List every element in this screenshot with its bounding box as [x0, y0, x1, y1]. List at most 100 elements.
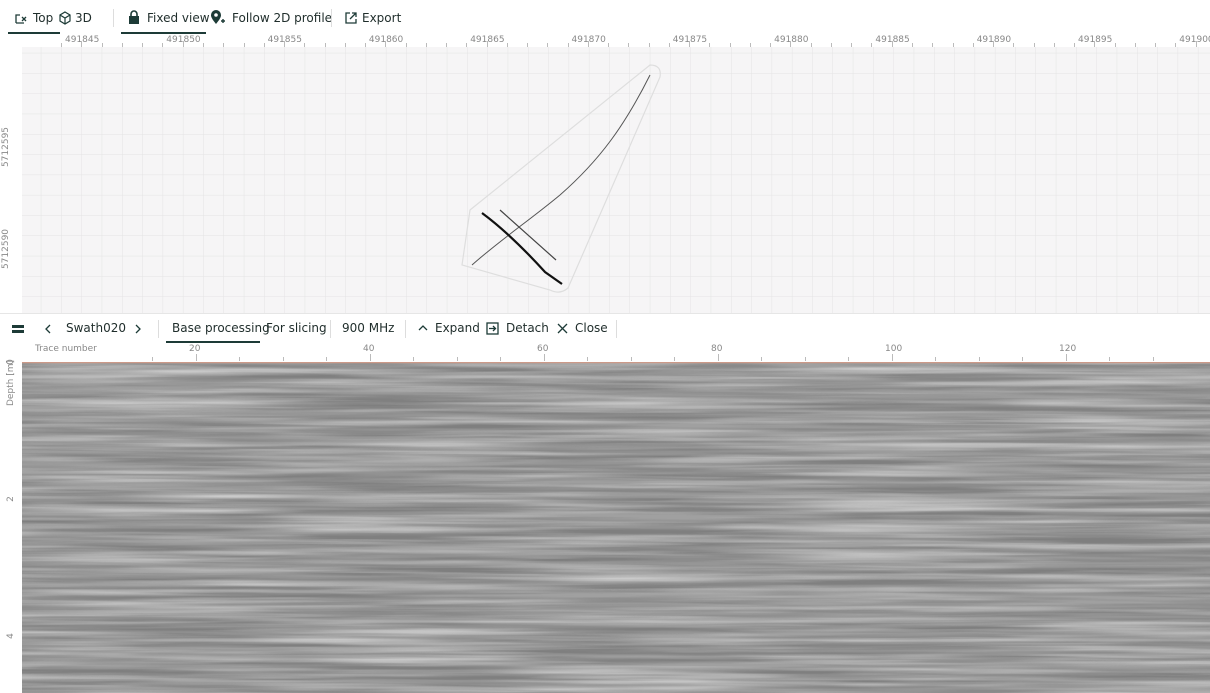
- separator: [405, 320, 406, 338]
- tick-mark: [183, 41, 184, 47]
- y-axis-label: Depth [m]: [6, 360, 16, 406]
- tick-mark: [1135, 43, 1136, 47]
- tick-mark: [81, 41, 82, 47]
- tick-mark: [1115, 43, 1116, 47]
- tick-mark: [631, 357, 632, 361]
- tick-mark: [365, 43, 366, 47]
- 3d-icon: [58, 11, 72, 25]
- tab[interactable]: For slicing: [266, 320, 327, 336]
- 3d-button[interactable]: 3D: [75, 10, 92, 26]
- fixed-view-button[interactable]: Fixed view: [147, 10, 210, 26]
- export-button[interactable]: Export: [362, 10, 401, 26]
- tick-mark: [284, 41, 285, 47]
- separator: [331, 9, 332, 27]
- tick-mark: [1054, 43, 1055, 47]
- close-icon: [557, 323, 568, 334]
- tick-mark: [142, 43, 143, 47]
- trace-tick-label: 40: [363, 344, 374, 354]
- follow-2d-profile-button[interactable]: Follow 2D profile: [232, 10, 332, 26]
- tick-mark: [1013, 43, 1014, 47]
- tick-mark: [326, 357, 327, 361]
- expand-icon: [418, 324, 428, 332]
- detach-icon: [486, 322, 499, 335]
- tick-mark: [709, 43, 710, 47]
- tick-mark: [457, 357, 458, 361]
- expand-button[interactable]: Expand: [435, 320, 480, 336]
- tab[interactable]: Base processing: [172, 320, 270, 336]
- tick-mark: [730, 43, 731, 47]
- map-y-tick-label: 5712590: [1, 229, 11, 269]
- tick-mark: [1196, 41, 1197, 47]
- tick-mark: [1175, 43, 1176, 47]
- tick-mark: [1022, 357, 1023, 361]
- tick-mark: [871, 43, 872, 47]
- tick-mark: [239, 357, 240, 361]
- radargram: Trace number Depth [m] 20406080100120 02…: [0, 343, 1210, 693]
- tick-mark: [979, 357, 980, 361]
- tick-mark: [102, 43, 103, 47]
- radargram-image: [22, 362, 1210, 693]
- export-icon: [344, 11, 358, 25]
- tick-mark: [669, 43, 670, 47]
- tick-mark: [370, 354, 371, 361]
- tick-mark: [811, 43, 812, 47]
- tick-mark: [61, 43, 62, 47]
- tick-mark: [547, 43, 548, 47]
- tick-mark: [674, 357, 675, 361]
- tick-mark: [588, 41, 589, 47]
- tick-mark: [500, 357, 501, 361]
- tick-mark: [345, 43, 346, 47]
- active-underline: [121, 32, 206, 34]
- tick-mark: [912, 43, 913, 47]
- separator: [158, 320, 159, 338]
- tick-mark: [932, 43, 933, 47]
- trace-tick-label: 100: [885, 344, 902, 354]
- depth-tick-label: 0: [6, 359, 16, 365]
- tick-mark: [851, 43, 852, 47]
- profile-toolbar: Swath020 Base processing For slicing 900…: [0, 313, 1210, 344]
- tick-mark: [973, 43, 974, 47]
- top-button[interactable]: Top: [33, 10, 53, 26]
- x-axis-label: Trace number: [35, 344, 97, 354]
- tick-mark: [1066, 354, 1067, 361]
- tick-mark: [152, 357, 153, 361]
- tick-mark: [761, 357, 762, 361]
- tick-mark: [1034, 43, 1035, 47]
- tick-mark: [507, 43, 508, 47]
- app: Top 3D Fixed view Follow 2D profile Expo…: [0, 0, 1210, 693]
- tick-mark: [587, 357, 588, 361]
- tick-mark: [162, 43, 163, 47]
- tick-mark: [935, 357, 936, 361]
- tick-mark: [527, 43, 528, 47]
- tick-mark: [283, 357, 284, 361]
- tick-mark: [1153, 357, 1154, 361]
- top-icon: [14, 11, 28, 25]
- frequency[interactable]: 900 MHz: [342, 320, 394, 336]
- detach-button[interactable]: Detach: [506, 320, 549, 336]
- map-canvas: [0, 35, 1210, 313]
- tick-mark: [244, 43, 245, 47]
- separator: [616, 320, 617, 338]
- tick-mark: [1155, 43, 1156, 47]
- lock-icon: [127, 10, 141, 25]
- tick-mark: [223, 43, 224, 47]
- tick-mark: [608, 43, 609, 47]
- tick-mark: [544, 354, 545, 361]
- top-toolbar: Top 3D Fixed view Follow 2D profile Expo…: [0, 0, 1210, 35]
- menu-icon[interactable]: [11, 323, 25, 335]
- trace-tick-label: 120: [1059, 344, 1076, 354]
- depth-tick-label: 4: [6, 633, 16, 639]
- next-button[interactable]: [134, 324, 142, 334]
- tick-mark: [568, 43, 569, 47]
- tick-mark: [848, 357, 849, 361]
- tick-mark: [805, 357, 806, 361]
- tick-mark: [264, 43, 265, 47]
- tick-mark: [446, 43, 447, 47]
- tick-mark: [689, 41, 690, 47]
- tick-mark: [1094, 41, 1095, 47]
- tick-mark: [953, 43, 954, 47]
- close-button[interactable]: Close: [575, 320, 608, 336]
- previous-button[interactable]: [44, 324, 52, 334]
- trace-tick-label: 60: [537, 344, 548, 354]
